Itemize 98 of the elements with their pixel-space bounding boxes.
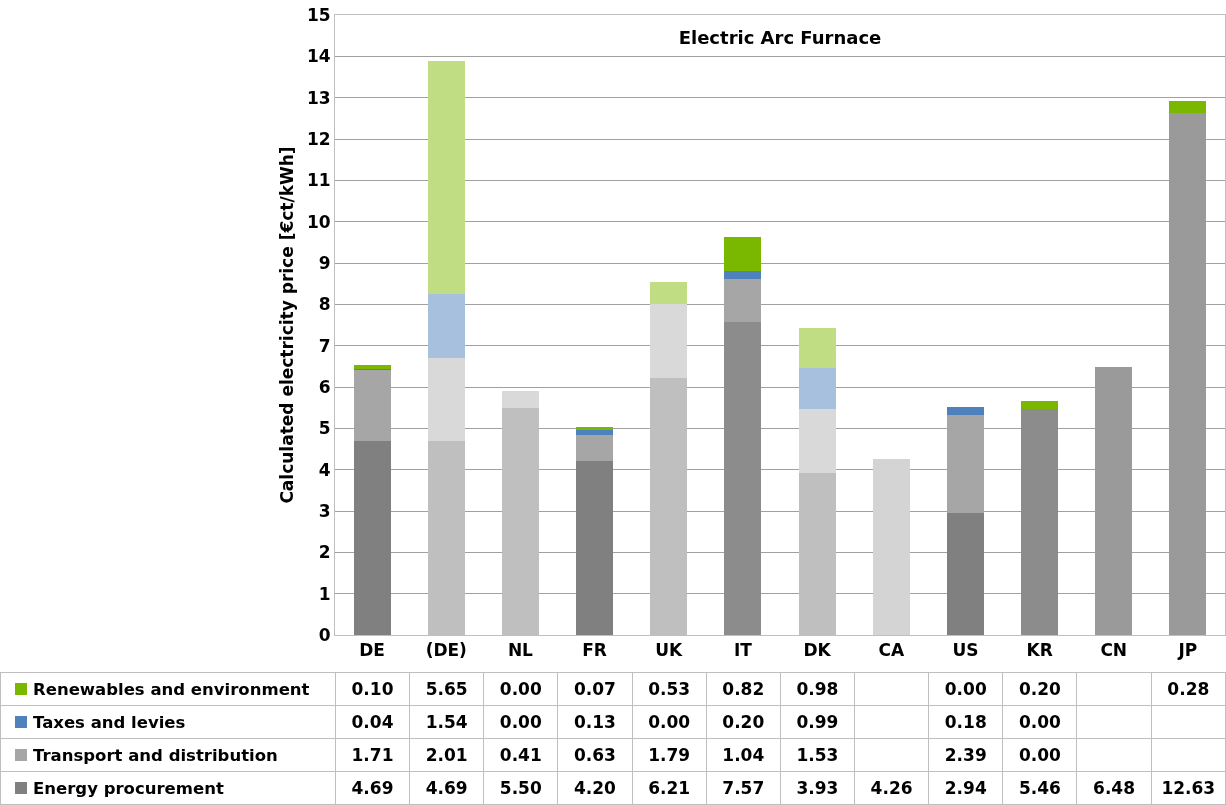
data-label: 0.00 xyxy=(483,672,558,706)
y-tick-label: 7 xyxy=(318,335,331,356)
data-label: 6.21 xyxy=(632,771,707,805)
y-tick-label: 2 xyxy=(318,542,331,563)
x-tick-label: US xyxy=(952,640,979,661)
bar xyxy=(576,429,614,436)
y-tick-label: 8 xyxy=(318,294,331,315)
data-label: 6.48 xyxy=(1076,771,1152,805)
bar xyxy=(1021,401,1059,410)
data-label: 0.99 xyxy=(780,705,855,739)
x-tick-label: UK xyxy=(655,640,684,661)
data-label: 12.63 xyxy=(1151,771,1226,805)
y-tick-label: 1 xyxy=(318,583,331,604)
legend-label: Renewables and environment xyxy=(0,672,336,706)
bar xyxy=(724,236,762,271)
data-label: 3.93 xyxy=(780,771,855,805)
y-tick-label: 9 xyxy=(318,252,331,273)
data-label: 0.00 xyxy=(928,672,1003,706)
bar xyxy=(946,513,984,635)
bar xyxy=(946,407,984,415)
data-label: 0.00 xyxy=(483,705,558,739)
bar xyxy=(1169,101,1207,113)
x-tick-label: KR xyxy=(1026,640,1053,661)
y-tick-label: 14 xyxy=(306,46,331,67)
y-tick-label: 3 xyxy=(318,500,331,521)
legend-label: Energy procurement xyxy=(0,771,336,805)
data-label: 7.57 xyxy=(706,771,781,805)
data-label: 0.98 xyxy=(780,672,855,706)
data-label: 4.69 xyxy=(409,771,484,805)
bar xyxy=(427,294,465,359)
bar xyxy=(353,364,391,369)
data-label: 2.94 xyxy=(928,771,1003,805)
data-label: 0.53 xyxy=(632,672,707,706)
text: Electric Arc Furnace xyxy=(678,27,882,49)
y-tick-label: 12 xyxy=(306,128,331,149)
bar xyxy=(576,435,614,462)
bar xyxy=(501,390,539,408)
y-tick-label: 15 xyxy=(306,4,331,25)
data-label: 0.18 xyxy=(928,705,1003,739)
y-axis-title: Calculated electricity price [€ct/kWh] xyxy=(277,146,298,504)
data-label: 2.01 xyxy=(409,738,484,772)
data-label: 5.46 xyxy=(1002,771,1077,805)
bar xyxy=(650,282,688,305)
bar xyxy=(353,441,391,635)
x-tick-label: (DE) xyxy=(425,640,467,661)
data-label: 0.20 xyxy=(706,705,781,739)
data-label: 0.82 xyxy=(706,672,781,706)
y-tick-label: 6 xyxy=(318,376,331,397)
bar xyxy=(427,358,465,442)
x-tick-label: IT xyxy=(733,640,753,661)
data-label: 4.69 xyxy=(335,771,410,805)
data-label: 1.79 xyxy=(632,738,707,772)
bar xyxy=(650,304,688,379)
data-label: 2.39 xyxy=(928,738,1003,772)
x-tick-label: CA xyxy=(878,640,905,661)
y-tick-label: 4 xyxy=(318,459,331,480)
x-tick-label: NL xyxy=(507,640,534,661)
data-label: 1.54 xyxy=(409,705,484,739)
y-tick-label: 0 xyxy=(318,624,331,645)
data-label: 4.26 xyxy=(854,771,929,805)
data-label: 5.65 xyxy=(409,672,484,706)
data-label: 1.71 xyxy=(335,738,410,772)
y-tick-label: 13 xyxy=(306,87,331,108)
x-tick-label: DE xyxy=(359,640,385,661)
bar xyxy=(724,270,762,280)
legend-label: Transport and distribution xyxy=(0,738,336,772)
data-label: 0.00 xyxy=(1002,738,1077,772)
data-label: 0.41 xyxy=(483,738,558,772)
bar xyxy=(576,461,614,635)
bar xyxy=(798,327,836,369)
bar xyxy=(798,409,836,473)
bar xyxy=(798,368,836,410)
x-tick-label: FR xyxy=(582,640,607,661)
data-label: 0.63 xyxy=(557,738,633,772)
data-label: 0.07 xyxy=(557,672,633,706)
data-label: 0.10 xyxy=(335,672,410,706)
bar xyxy=(427,60,465,295)
x-tick-label: JP xyxy=(1177,640,1198,661)
data-label: 0.13 xyxy=(557,705,633,739)
data-label: 0.00 xyxy=(632,705,707,739)
bar xyxy=(1021,409,1059,635)
data-label: 0.20 xyxy=(1002,672,1077,706)
bar xyxy=(576,427,614,430)
legend-label: Taxes and levies xyxy=(0,705,336,739)
data-label: 4.20 xyxy=(557,771,633,805)
bar xyxy=(872,458,910,635)
x-tick-label: DK xyxy=(803,640,832,661)
y-tick-label: 5 xyxy=(318,418,331,439)
data-label: 1.53 xyxy=(780,738,855,772)
x-tick-label: CN xyxy=(1100,640,1128,661)
data-label: 0.00 xyxy=(1002,705,1077,739)
data-label: 0.28 xyxy=(1151,672,1226,706)
data-label: 0.04 xyxy=(335,705,410,739)
y-tick-label: 10 xyxy=(306,211,331,232)
y-tick-label: 11 xyxy=(306,170,331,191)
data-label: 1.04 xyxy=(706,738,781,772)
data-label: 5.50 xyxy=(483,771,558,805)
bar xyxy=(724,322,762,635)
